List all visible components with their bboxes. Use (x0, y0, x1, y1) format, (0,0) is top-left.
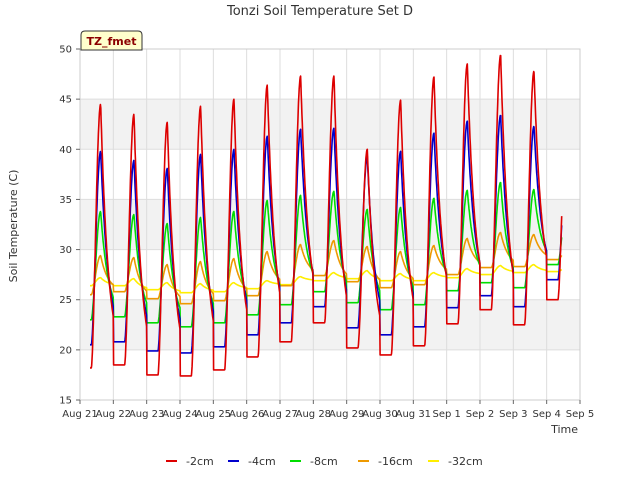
x-tick-label: Sep 5 (566, 409, 594, 420)
legend-label: -16cm (378, 455, 413, 468)
legend-item: -4cm (228, 455, 276, 468)
x-tick-label: Aug 22 (96, 409, 131, 420)
legend-label: -8cm (310, 455, 338, 468)
station-badge: TZ_fmet (80, 30, 143, 51)
x-tick-label: Sep 2 (466, 409, 494, 420)
legend-label: -2cm (186, 455, 214, 468)
x-tick-label: Aug 30 (362, 409, 397, 420)
y-tick-label: 30 (59, 245, 72, 256)
legend-item: -2cm (166, 455, 214, 468)
x-tick-label: Aug 28 (296, 409, 331, 420)
legend-label: -32cm (448, 455, 483, 468)
legend-item: -8cm (290, 455, 338, 468)
y-axis-label: Soil Temperature (C) (7, 170, 20, 283)
x-tick-label: Aug 21 (62, 409, 97, 420)
legend-label: -4cm (248, 455, 276, 468)
chart-title: Tonzi Soil Temperature Set D (226, 4, 413, 19)
legend-item: -32cm (428, 455, 483, 468)
x-axis-label: Time (550, 423, 578, 436)
y-tick-label: 50 (59, 45, 72, 56)
x-tick-label: Aug 31 (396, 409, 431, 420)
y-tick-label: 20 (59, 345, 72, 356)
series-line-m2cm (89, 54, 563, 377)
x-tick-label: Sep 3 (499, 409, 527, 420)
y-tick-label: 15 (59, 396, 72, 407)
badge-label: TZ_fmet (87, 35, 137, 48)
y-axis-ticks: 15 20 25 30 35 40 45 50 (59, 45, 80, 407)
badge-box (80, 30, 143, 51)
plot-band (80, 299, 580, 350)
series-line-m16cm (89, 231, 563, 305)
x-tick-label: Aug 27 (262, 409, 297, 420)
y-tick-label: 45 (59, 95, 72, 106)
x-tick-label: Sep 1 (432, 409, 460, 420)
x-tick-label: Aug 26 (229, 409, 264, 420)
plot-frame (79, 48, 581, 401)
x-tick-label: Aug 25 (196, 409, 231, 420)
legend: -2cm -4cm -8cm -16cm -32cm (166, 455, 483, 468)
series-lines (89, 54, 563, 377)
legend-item: -16cm (358, 455, 413, 468)
x-tick-label: Aug 24 (162, 409, 197, 420)
x-tick-label: Aug 29 (329, 409, 364, 420)
x-tick-label: Aug 23 (129, 409, 164, 420)
x-tick-label: Sep 4 (532, 409, 560, 420)
y-tick-label: 40 (59, 145, 72, 156)
y-tick-label: 25 (59, 295, 72, 306)
y-tick-label: 35 (59, 195, 72, 206)
